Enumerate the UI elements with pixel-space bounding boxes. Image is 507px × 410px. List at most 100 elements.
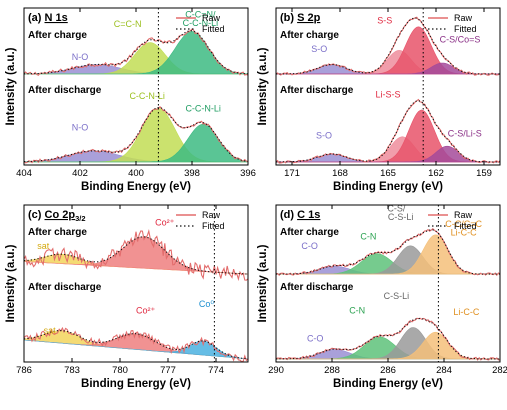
x-tick-label: 774 — [208, 365, 224, 376]
legend-fitted-label: Fitted — [454, 24, 477, 34]
state-label: After charge — [28, 227, 87, 238]
fitted-curve — [24, 330, 248, 360]
peak-c-c-c-c-li-c-c — [276, 234, 500, 275]
panel-b: After charge S-O S-S C-S/Co=S After discharg… — [257, 7, 501, 193]
state-label: After charge — [28, 30, 87, 41]
x-tick-label: 396 — [240, 168, 256, 179]
peak-label: S-O — [311, 44, 327, 54]
peak-label: N-O — [72, 52, 89, 62]
y-axis-label: Intensity (a.u.) — [257, 47, 269, 125]
plot-area — [24, 28, 248, 164]
x-tick-label: 402 — [72, 168, 88, 179]
peak-label: S-O — [316, 130, 332, 140]
x-tick-label: 159 — [476, 168, 492, 179]
x-tick-label: 171 — [284, 168, 300, 179]
peak-label: C-C-N-Li — [183, 18, 219, 28]
plot-area — [276, 16, 500, 164]
x-axis-label: Binding Energy (eV) — [333, 181, 443, 193]
peak-label: sat — [37, 241, 50, 251]
panel-d: After chargeC-OC-NC-S/C-S-LiC-C/C=CLi-C-… — [257, 203, 507, 390]
panel-a: After charge N-O C=C-N C-C=N/C-C-N-Li After … — [5, 7, 256, 193]
plot-area — [24, 228, 248, 362]
peak-label: C-S-Li — [384, 291, 410, 301]
peak-label: N-O — [72, 123, 89, 133]
raw-curve — [24, 326, 248, 362]
x-axis-label: Binding Energy (eV) — [81, 181, 191, 193]
fitted-curve — [24, 236, 248, 275]
x-tick-label: 288 — [324, 365, 340, 376]
peak-label: C-N — [349, 305, 365, 315]
peak-label: Co⁰ — [199, 299, 215, 309]
legend-fitted-label: Fitted — [202, 221, 225, 231]
x-axis-label: Binding Energy (eV) — [81, 378, 191, 390]
legend-raw-label: Raw — [454, 13, 473, 23]
peak-label: C-C-N-Li — [185, 104, 221, 114]
state-label: After discharge — [280, 85, 354, 96]
x-tick-label: 777 — [160, 365, 176, 376]
x-tick-label: 783 — [64, 365, 80, 376]
fitted-curve — [24, 106, 248, 163]
x-tick-label: 780 — [112, 365, 128, 376]
fitted-curve — [276, 17, 500, 75]
x-tick-label: 400 — [128, 168, 144, 179]
x-tick-label: 284 — [436, 365, 452, 376]
peak-c-s-co-s — [276, 62, 500, 75]
x-tick-label: 404 — [16, 168, 32, 179]
plot-area — [276, 227, 500, 361]
legend-raw-label: Raw — [454, 210, 473, 220]
peak-label: Li-C-C — [451, 228, 477, 238]
x-tick-label: 290 — [268, 365, 284, 376]
peak-c-c-n-c-c-n-li — [24, 31, 248, 75]
legend-fitted-label: Fitted — [202, 24, 225, 34]
raw-curve — [276, 317, 500, 361]
peak-label: C-O — [307, 334, 324, 344]
panel-title: (a) N 1s — [28, 12, 68, 24]
peak-label: Li-C-C — [453, 307, 479, 317]
peak-label: C-C/C=C — [445, 219, 482, 229]
peak-label: sat — [44, 326, 57, 336]
peak-label: C-C=N/ — [185, 9, 216, 19]
x-tick-label: 162 — [428, 168, 444, 179]
peak-label: Co²⁺ — [136, 305, 156, 315]
fitted-curve — [276, 229, 500, 275]
panel-title: (c) Co 2p3/2 — [28, 209, 86, 223]
peak-label: C-S-Li — [388, 212, 414, 222]
peak-label: C-O — [301, 241, 318, 251]
plot-frame — [23, 204, 249, 363]
legend-fitted-label: Fitted — [454, 221, 477, 231]
y-axis-label: Intensity (a.u.) — [5, 244, 17, 322]
legend-raw-label: Raw — [202, 210, 221, 220]
x-tick-label: 786 — [16, 365, 32, 376]
fitted-curve — [276, 100, 500, 163]
raw-curve — [24, 106, 248, 164]
peak-label: C-S/Co=S — [440, 35, 481, 45]
state-label: After discharge — [28, 282, 102, 293]
peak-label: Li-S-S — [375, 90, 400, 100]
x-tick-label: 398 — [184, 168, 200, 179]
panel-title: (b) S 2p — [280, 12, 321, 24]
peak-label: C-S/ — [387, 203, 405, 213]
state-label: After charge — [280, 227, 339, 238]
x-axis-label: Binding Energy (eV) — [333, 378, 443, 390]
fitted-curve — [24, 30, 248, 75]
raw-curve — [24, 28, 248, 76]
x-tick-label: 282 — [492, 365, 507, 376]
x-tick-label: 286 — [380, 365, 396, 376]
fitted-curve — [276, 318, 500, 360]
peak-c-c-n-li — [24, 123, 248, 163]
x-tick-label: 168 — [332, 168, 348, 179]
peak-label: C-N — [360, 232, 376, 242]
state-label: After charge — [280, 30, 339, 41]
state-label: After discharge — [280, 282, 354, 293]
x-tick-label: 165 — [380, 168, 396, 179]
peak-li-c-c — [276, 331, 500, 360]
panel-c: After charge sat Co²⁺ After discharge sat Co²… — [5, 204, 249, 390]
peak-label: C=C-N — [114, 19, 142, 29]
peak-label: S-S — [377, 16, 392, 26]
peak-label: C-S/Li-S — [448, 129, 482, 139]
peak-label: Co²⁺ — [155, 217, 175, 227]
legend-raw-label: Raw — [202, 13, 221, 23]
peak-c-s-li-s — [276, 145, 500, 163]
y-axis-label: Intensity (a.u.) — [5, 47, 17, 125]
